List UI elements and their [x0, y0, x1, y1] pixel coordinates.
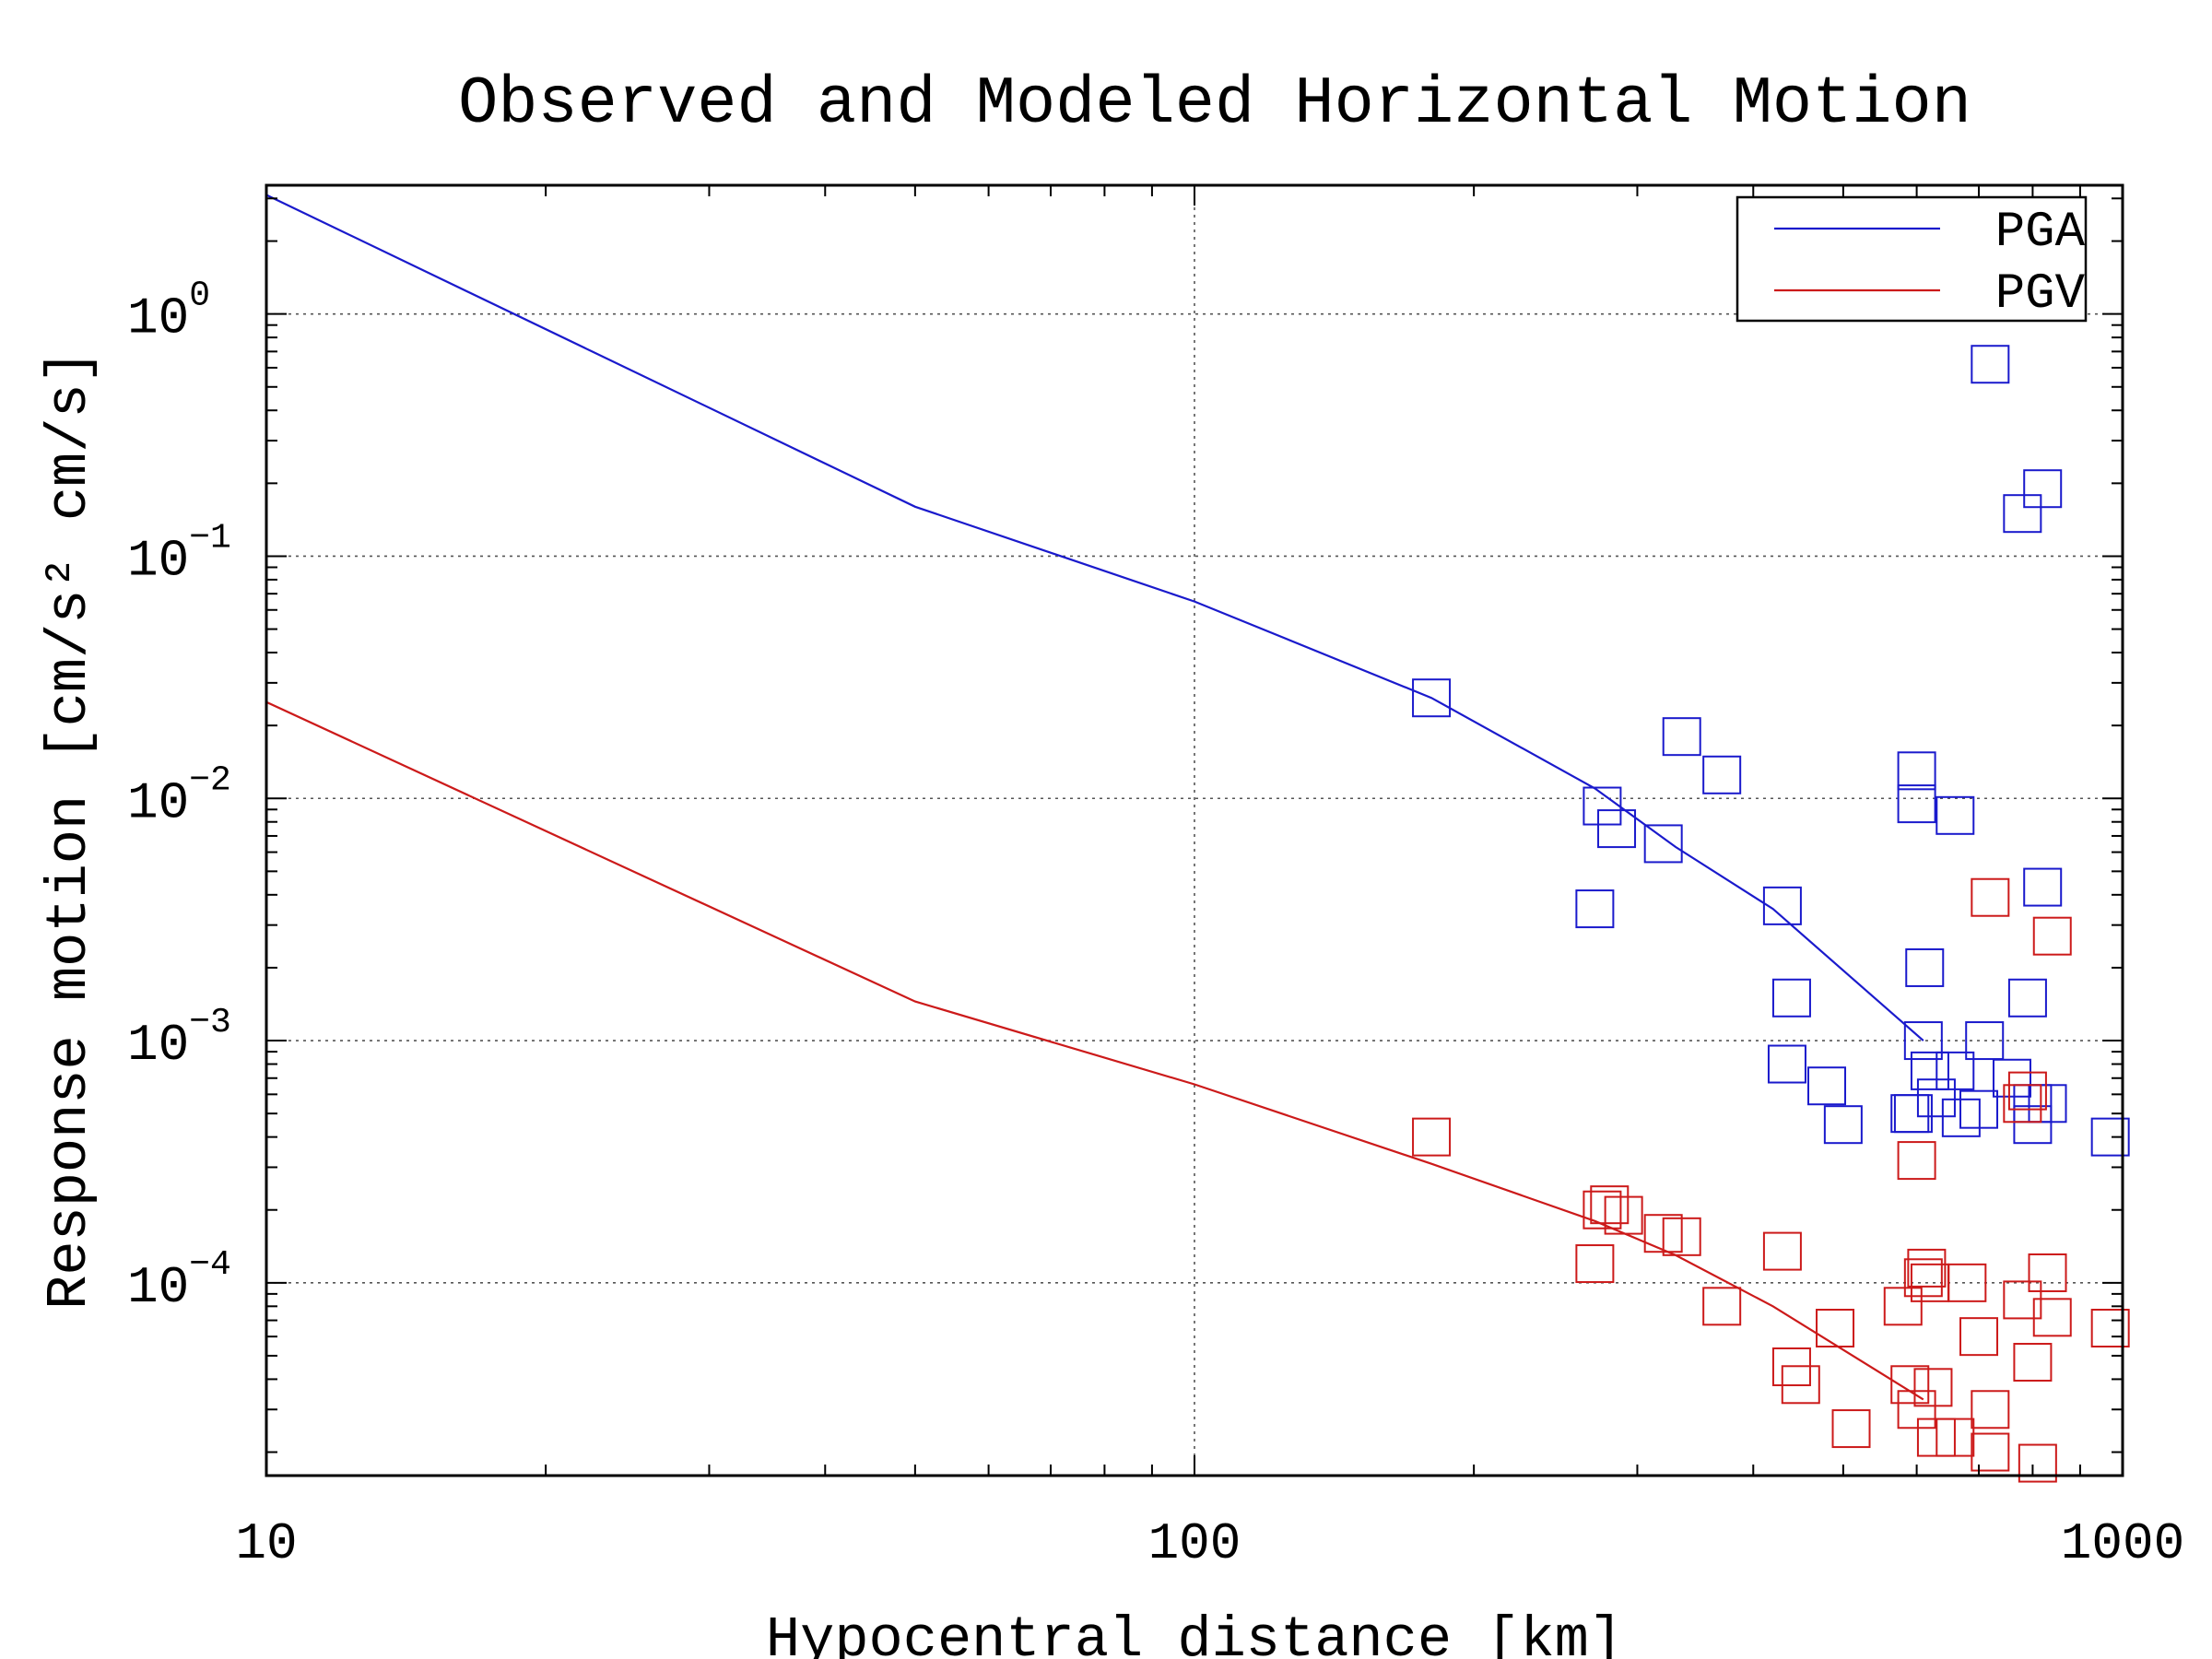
pga-observed-point [1897, 784, 1936, 824]
pga-observed-point [1412, 678, 1452, 718]
pga-observed-point [2013, 1105, 2053, 1145]
grid [266, 185, 2123, 1476]
pga-observed-point [1936, 795, 1975, 835]
pga-observed-point [1890, 1094, 1930, 1134]
legend-pga-label: PGA [1995, 205, 2086, 261]
pgv-observed-point [2003, 1084, 2042, 1124]
y-tick-label: 10−4 [127, 1245, 231, 1317]
pgv-observed-point [1971, 877, 2010, 917]
pgv-observed-point [1907, 1248, 1947, 1288]
pgv-observed-point [1762, 1231, 1802, 1271]
pga-observed-point [1643, 824, 1683, 864]
x-tick-label: 100 [1148, 1514, 1241, 1573]
pga-observed-point [1893, 1094, 1933, 1134]
pgv-observed-point [2003, 1280, 2042, 1320]
pga-observed-point [1575, 889, 1615, 929]
pga-observed-point [1910, 1051, 1949, 1090]
pgv-observed-point [2028, 1253, 2067, 1292]
x-tick-label: 1000 [2061, 1514, 2184, 1573]
pgv-observed-point [1890, 1365, 1930, 1405]
y-tick-label: 100 [127, 276, 210, 348]
pgv-observed-point [1913, 1368, 1953, 1407]
legend: PGA PGV [1735, 195, 2088, 323]
pgv-observed-point [2007, 1071, 2047, 1111]
pgv-observed-point [1936, 1418, 1975, 1457]
pga-observed-point [1905, 947, 1945, 987]
pgv-observed-point [1831, 1409, 1871, 1449]
pgv-observed-point [1971, 1432, 2010, 1472]
legend-pgv-label: PGV [1995, 266, 2086, 323]
pgv-observed-point [1959, 1317, 1999, 1357]
pga-observed-point [2003, 494, 2042, 534]
pgv-observed-point [2013, 1343, 2053, 1382]
pga-observed-point [1662, 717, 1701, 757]
pga-observed-point [2028, 1084, 2067, 1124]
pga-observed-point [1903, 1021, 1943, 1061]
pga-observed-point [1992, 1058, 2031, 1098]
pga-observed-point [1936, 1051, 1975, 1090]
pgv-observed-point [1412, 1117, 1452, 1157]
y-tick-label: 10−1 [127, 518, 231, 590]
pgv-observed-point [1897, 1141, 1936, 1181]
pga-observed-point [1583, 786, 1622, 826]
pga-observed-point [1762, 886, 1802, 925]
pgv-observed-point [1604, 1195, 1643, 1235]
pga-observed-point [1959, 1089, 1999, 1129]
observed-points [1412, 345, 2130, 1483]
model-lines [265, 194, 1924, 1401]
y-axis-label: Response motion [cm/s² cm/s] [37, 349, 102, 1310]
pgv-observed-point [1662, 1217, 1701, 1256]
legend-box [1735, 195, 2088, 323]
pga-observed-point [2007, 978, 2047, 1018]
pgv-observed-point [1947, 1263, 1987, 1302]
pgv-observed-point [1590, 1185, 1630, 1225]
x-tick-labels: 10 100 1000 [235, 1514, 2184, 1573]
pga-observed-point [2023, 867, 2063, 907]
pgv-observed-point [1903, 1258, 1943, 1298]
pgv-observed-point [1971, 1390, 2010, 1430]
pga-observed-point [2090, 1117, 2130, 1157]
pgv-model-line [265, 700, 1924, 1401]
pgv-observed-point [2090, 1309, 2130, 1348]
pgv-observed-point [1816, 1309, 1855, 1348]
pga-observed-point [1767, 1044, 1806, 1084]
x-axis-label: Hypocentral distance [km] [766, 1607, 1623, 1659]
pga-observed-point [1823, 1105, 1863, 1145]
pgv-observed-point [1897, 1390, 1936, 1430]
pga-observed-point [1771, 978, 1811, 1018]
pga-observed-point [1971, 345, 2010, 384]
pgv-observed-point [1702, 1287, 1742, 1326]
pgv-observed-point [1583, 1190, 1622, 1230]
y-tick-labels: 100 10−1 10−2 10−3 10−4 [127, 276, 231, 1317]
pgv-observed-point [2018, 1443, 2057, 1483]
pgv-observed-point [2032, 1298, 2072, 1337]
pga-observed-point [2023, 469, 2063, 509]
pga-observed-point [1597, 809, 1637, 849]
pgv-observed-point [2032, 916, 2072, 956]
pga-observed-point [1807, 1066, 1847, 1106]
pga-observed-point [1965, 1021, 2005, 1061]
pga-observed-point [1897, 751, 1936, 791]
pga-model-line [265, 194, 1924, 1041]
y-tick-label: 10−3 [127, 1003, 231, 1075]
pgv-observed-point [1575, 1244, 1615, 1284]
y-tick-label: 10−2 [127, 760, 231, 832]
pgv-observed-point [1883, 1287, 1923, 1326]
pga-observed-point [1702, 755, 1742, 794]
chart-title: Observed and Modeled Horizontal Motion [458, 66, 1971, 142]
axis-ticks [265, 185, 2123, 1476]
x-tick-label: 10 [235, 1514, 297, 1573]
pgv-observed-point [1781, 1365, 1820, 1405]
